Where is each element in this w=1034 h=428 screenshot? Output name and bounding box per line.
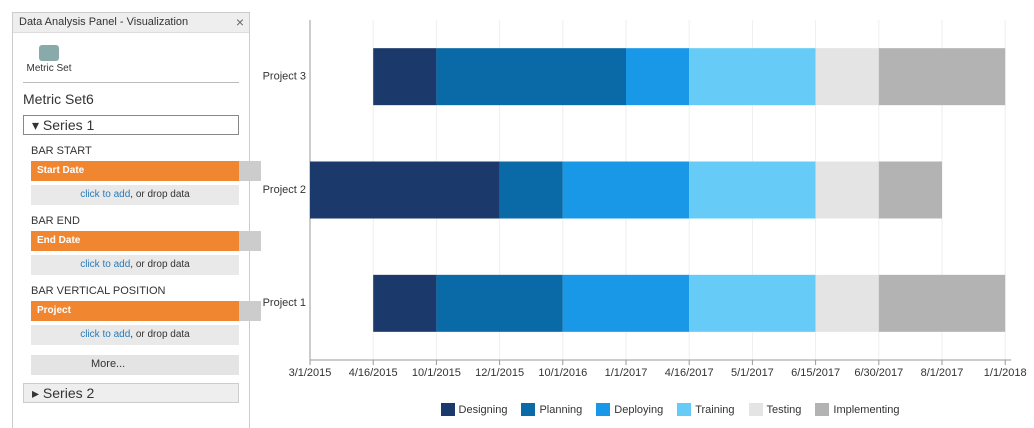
close-button[interactable]: × xyxy=(235,14,244,30)
slots: BAR START Start Date click to add, or drop… xyxy=(13,145,261,345)
legend-label: Planning xyxy=(539,403,583,416)
bar-segment xyxy=(562,161,690,219)
add-link[interactable]: click to add xyxy=(80,329,131,340)
series-name: Series 2 xyxy=(42,385,95,401)
y-tick-label: Project 3 xyxy=(263,71,306,83)
legend-label: Training xyxy=(695,403,735,416)
analysis-panel: Data Analysis Panel - Visualization × Met… xyxy=(12,12,261,428)
slot-label: BAR START xyxy=(31,145,92,157)
bar-segment xyxy=(689,161,816,219)
drop-hint: , or drop data xyxy=(130,259,190,270)
legend: Designing Planning Deploying Training Testin… xyxy=(310,403,1030,416)
x-tick-label: 6/15/2017 xyxy=(791,367,840,379)
bar-segment xyxy=(436,274,563,332)
x-tick-label: 6/30/2017 xyxy=(854,367,903,379)
bar-segment xyxy=(815,274,879,332)
drop-hint: , or drop data xyxy=(130,189,190,200)
legend-item[interactable]: Implementing xyxy=(815,403,899,416)
bar-segment xyxy=(373,48,437,106)
legend-item[interactable]: Planning xyxy=(521,403,582,416)
field-name: Start Date xyxy=(37,165,85,176)
bar-segment xyxy=(499,161,563,219)
slot-label: BAR END xyxy=(31,215,80,227)
legend-label: Implementing xyxy=(833,403,900,416)
x-tick-label: 8/1/2017 xyxy=(921,367,964,379)
remove-button[interactable] xyxy=(239,301,261,321)
separator xyxy=(23,82,239,83)
bar-segment xyxy=(689,274,816,332)
x-tick-label: 5/1/2017 xyxy=(731,367,774,379)
add-link[interactable]: click to add xyxy=(80,189,131,200)
x-tick-label: 1/1/2018 xyxy=(984,367,1027,379)
remove-button[interactable] xyxy=(239,231,261,251)
drop-zone: click to add, or drop data xyxy=(31,185,239,205)
legend-swatch xyxy=(748,403,763,416)
bar-segment xyxy=(373,274,437,332)
legend-item[interactable]: Training xyxy=(677,403,735,416)
bar-segment xyxy=(815,48,879,106)
drop-zone: click to add, or drop data xyxy=(31,325,239,345)
bar-segment xyxy=(878,161,942,219)
tool-icon xyxy=(39,45,59,61)
x-tick-label: 4/16/2015 xyxy=(349,367,398,379)
series-name: Series 1 xyxy=(42,117,95,133)
slot-label: BAR VERTICAL POSITION xyxy=(31,285,166,297)
drop-hint: , or drop data xyxy=(130,329,190,340)
legend-swatch xyxy=(596,403,611,416)
field-name: Project xyxy=(37,305,71,316)
tool-label: Metric Set xyxy=(26,63,72,74)
legend-item[interactable]: Deploying xyxy=(596,403,663,416)
metric-set-name: Metric Set6 xyxy=(23,91,94,107)
legend-item[interactable]: Testing xyxy=(748,403,802,416)
x-tick-label: 1/1/2017 xyxy=(605,367,648,379)
bar-segment xyxy=(878,274,1006,332)
legend-label: Testing xyxy=(766,403,802,416)
remove-button[interactable] xyxy=(239,161,261,181)
field-pill[interactable]: Project xyxy=(31,301,261,321)
legend-label: Designing xyxy=(458,403,508,416)
bar-segment xyxy=(878,48,1006,106)
bar-segment xyxy=(626,48,690,106)
series-header[interactable]: ▸ Series 2 xyxy=(23,383,239,403)
metric-set-tool[interactable]: Metric Set xyxy=(19,45,79,74)
field-pill[interactable]: Start Date xyxy=(31,161,261,181)
bar-segment xyxy=(815,161,879,219)
legend-swatch xyxy=(440,403,455,416)
x-tick-label: 10/1/2015 xyxy=(412,367,461,379)
x-tick-label: 10/1/2016 xyxy=(538,367,587,379)
legend-item[interactable]: Designing xyxy=(440,403,508,416)
bar-segment xyxy=(436,48,626,106)
bar-segment xyxy=(310,161,500,219)
legend-swatch xyxy=(815,403,830,416)
y-tick-label: Project 1 xyxy=(263,297,306,309)
panel-header: Data Analysis Panel - Visualization × xyxy=(13,13,249,33)
x-tick-label: 3/1/2015 xyxy=(289,367,332,379)
series-header[interactable]: ▾ Series 1 xyxy=(23,115,239,135)
field-name: End Date xyxy=(37,235,81,246)
bar-segment xyxy=(562,274,690,332)
more-label: More... xyxy=(91,358,126,370)
drop-zone: click to add, or drop data xyxy=(31,255,239,275)
x-tick-label: 12/1/2015 xyxy=(475,367,524,379)
x-tick-label: 4/16/2017 xyxy=(665,367,714,379)
add-link[interactable]: click to add xyxy=(80,259,131,270)
legend-label: Deploying xyxy=(614,403,664,416)
y-tick-label: Project 2 xyxy=(263,184,306,196)
legend-swatch xyxy=(521,403,536,416)
field-pill[interactable]: End Date xyxy=(31,231,261,251)
legend-swatch xyxy=(677,403,692,416)
bar-segment xyxy=(689,48,816,106)
panel-title: Data Analysis Panel - Visualization xyxy=(19,16,189,28)
more-button[interactable]: More... xyxy=(31,355,239,375)
